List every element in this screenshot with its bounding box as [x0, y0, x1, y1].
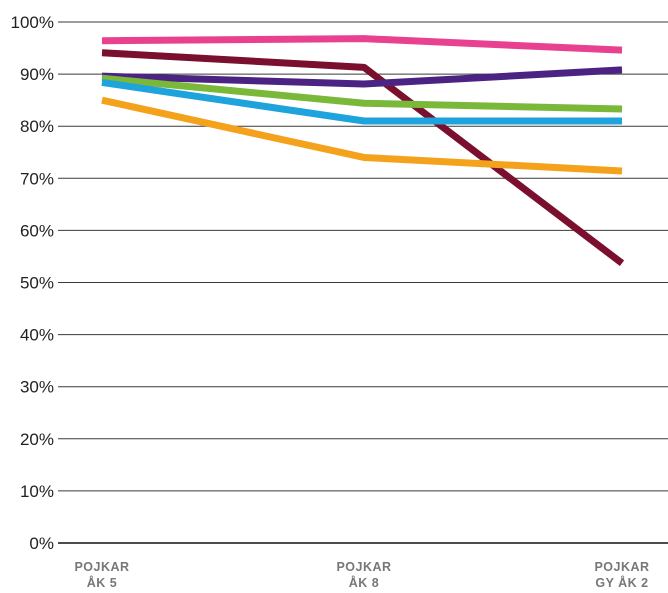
series-line-5 [101, 78, 622, 125]
series-line-2 [101, 49, 625, 267]
series-line-6 [101, 96, 623, 175]
data-series [101, 35, 625, 267]
y-tick-label: 90% [20, 65, 54, 84]
y-tick-label: 20% [20, 430, 54, 449]
x-category-label-line: ÅK 8 [349, 575, 379, 590]
x-category-label-line: POJKAR [74, 560, 129, 574]
y-tick-label: 100% [11, 13, 54, 32]
x-category-label-line: POJKAR [336, 560, 391, 574]
x-category-label-line: POJKAR [594, 560, 649, 574]
y-tick-label: 30% [20, 378, 54, 397]
series-line-4 [101, 74, 623, 113]
y-tick-label: 40% [20, 326, 54, 345]
y-tick-label: 0% [29, 534, 54, 553]
y-axis-tick-labels: 0% 10% 20% 30% 40% 50% 60% 70% 80% 90% 100% [11, 13, 54, 553]
x-category-label-line: ÅK 5 [87, 575, 117, 590]
y-tick-label: 80% [20, 117, 54, 136]
x-category-label: POJKAR GY ÅK 2 [594, 560, 649, 590]
y-tick-label: 60% [20, 221, 54, 240]
y-tick-label: 50% [20, 274, 54, 293]
series-line-1 [101, 35, 623, 54]
x-category-label: POJKAR ÅK 8 [336, 560, 391, 590]
x-category-label: POJKAR ÅK 5 [74, 560, 129, 590]
y-tick-label: 70% [20, 169, 54, 188]
y-tick-label: 10% [20, 482, 54, 501]
x-category-label-line: GY ÅK 2 [595, 575, 648, 590]
series-line-3 [101, 66, 623, 88]
